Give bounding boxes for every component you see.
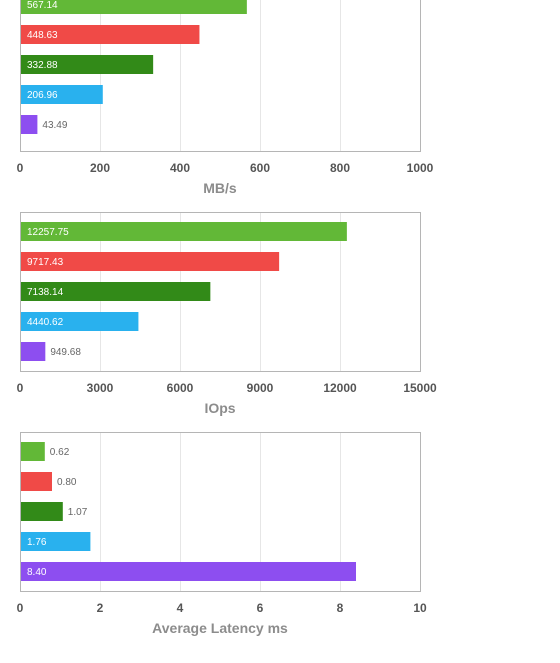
tick-label: 0 <box>17 601 24 615</box>
chart-throughput-svg: 567.14 448.63 332.88 206.96 43.49 0 200 400 600 8… <box>17 0 434 196</box>
bar-value-label: 7138.14 <box>27 287 64 298</box>
bar-value-label: 448.63 <box>27 30 58 41</box>
bar <box>21 472 52 491</box>
tick-label: 6 <box>257 601 264 615</box>
bar <box>21 312 139 331</box>
chart-throughput: 567.14 448.63 332.88 206.96 43.49 0 200 400 600 8… <box>0 0 560 200</box>
bar-value-label: 206.96 <box>27 90 58 101</box>
tick-label: 600 <box>250 161 270 175</box>
plot-frame <box>20 212 421 372</box>
bar <box>21 282 211 301</box>
bar <box>21 25 200 44</box>
chart-latency: 0.62 0.80 1.07 1.76 8.40 0 2 4 6 8 10 Average Laten… <box>0 432 560 644</box>
tick-label: 0 <box>17 381 24 395</box>
bar <box>21 222 347 241</box>
bar-value-label: 8.40 <box>27 567 47 578</box>
tick-label: 4 <box>177 601 184 615</box>
tick-label: 10 <box>413 601 427 615</box>
bar <box>21 85 103 104</box>
tick-label: 8 <box>337 601 344 615</box>
tick-label: 2 <box>97 601 104 615</box>
tick-label: 1000 <box>407 161 434 175</box>
bar <box>21 115 38 134</box>
bar <box>21 342 46 361</box>
bar-value-label: 1.76 <box>27 537 47 548</box>
plot-frame <box>20 432 421 592</box>
bar <box>21 532 91 551</box>
bar <box>21 442 45 461</box>
tick-label: 200 <box>90 161 110 175</box>
bar-value-label: 0.80 <box>57 477 77 488</box>
tick-label: 3000 <box>87 381 114 395</box>
x-axis-label: MB/s <box>203 180 237 196</box>
tick-label: 400 <box>170 161 190 175</box>
bar-value-label: 0.62 <box>50 447 70 458</box>
bar <box>21 502 63 521</box>
bar-value-label: 567.14 <box>27 0 58 11</box>
tick-label: 15000 <box>403 381 437 395</box>
tick-label: 0 <box>17 161 24 175</box>
bar-value-label: 9717.43 <box>27 257 64 268</box>
bar <box>21 252 280 271</box>
tick-label: 6000 <box>167 381 194 395</box>
bar-value-label: 12257.75 <box>27 227 69 238</box>
chart-iops: 12257.75 9717.43 7138.14 4440.62 949.68 0 3000… <box>0 212 560 422</box>
chart-latency-svg: 0.62 0.80 1.07 1.76 8.40 0 2 4 6 8 10 Average Laten… <box>17 432 427 636</box>
bar-value-label: 43.49 <box>42 120 67 131</box>
bar-value-label: 4440.62 <box>27 317 64 328</box>
bar <box>21 0 247 14</box>
x-axis-label: IOps <box>204 400 235 416</box>
chart-iops-svg: 12257.75 9717.43 7138.14 4440.62 949.68 0 3000… <box>17 212 437 416</box>
plot-frame <box>20 0 421 152</box>
bar-value-label: 332.88 <box>27 60 58 71</box>
bar <box>21 55 154 74</box>
tick-label: 12000 <box>323 381 357 395</box>
tick-label: 9000 <box>247 381 274 395</box>
bar-value-label: 1.07 <box>68 507 88 518</box>
x-axis-label: Average Latency ms <box>152 620 288 636</box>
bar <box>21 562 356 581</box>
tick-label: 800 <box>330 161 350 175</box>
bar-value-label: 949.68 <box>50 347 81 358</box>
